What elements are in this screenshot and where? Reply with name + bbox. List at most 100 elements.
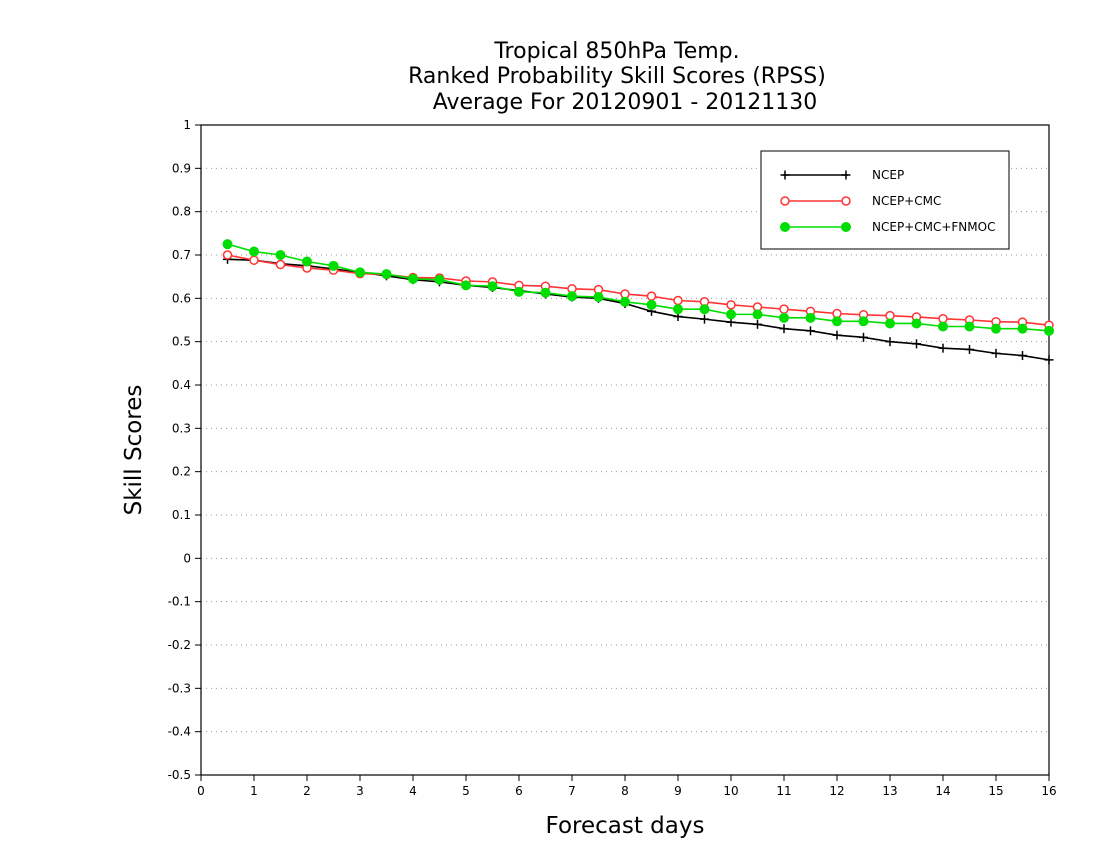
y-tick-label: 0.7 bbox=[172, 248, 191, 262]
y-tick-label: 0.3 bbox=[172, 421, 191, 435]
legend-item-ncep-cmc-fnmoc: NCEP+CMC+FNMOC bbox=[780, 220, 995, 234]
data-point-ncep-cmc-fnmoc bbox=[355, 267, 365, 278]
data-point-ncep-cmc-fnmoc bbox=[1044, 325, 1054, 336]
y-tick-label: -0.2 bbox=[168, 638, 191, 652]
data-point-ncep-cmc-fnmoc bbox=[805, 312, 816, 323]
x-tick-label: 2 bbox=[303, 784, 311, 798]
series-line-ncep-cmc bbox=[227, 254, 1050, 326]
data-point-ncep-cmc-fnmoc bbox=[593, 292, 604, 303]
data-point-ncep-cmc bbox=[275, 259, 286, 270]
legend-item-ncep-cmc: NCEP+CMC bbox=[780, 194, 941, 208]
data-point-ncep-cmc-fnmoc bbox=[646, 299, 657, 310]
y-tick-label: -0.5 bbox=[168, 768, 191, 782]
y-tick-label: -0.1 bbox=[168, 595, 191, 609]
x-tick-label: 13 bbox=[882, 784, 897, 798]
legend-marker bbox=[780, 196, 790, 206]
data-point-ncep-cmc-fnmoc bbox=[434, 274, 445, 285]
x-tick-label: 1 bbox=[250, 784, 258, 798]
chart-title-line-3: Average For 20120901 - 20121130 bbox=[433, 90, 818, 115]
y-tick-label: 0.1 bbox=[172, 508, 191, 522]
series-line-ncep bbox=[227, 258, 1050, 361]
data-point-ncep-cmc-fnmoc bbox=[673, 304, 683, 315]
x-axis-title: Forecast days bbox=[546, 813, 705, 839]
chart-title-line-1: Tropical 850hPa Temp. bbox=[493, 39, 739, 64]
y-tick-label: 0.4 bbox=[172, 378, 191, 392]
x-tick-label: 3 bbox=[356, 784, 364, 798]
data-point-ncep bbox=[779, 324, 789, 334]
x-tick-label: 8 bbox=[621, 784, 629, 798]
x-tick-label: 5 bbox=[462, 784, 470, 798]
data-point-ncep-cmc-fnmoc bbox=[408, 273, 418, 284]
data-point-ncep bbox=[1018, 351, 1027, 361]
x-tick-label: 0 bbox=[197, 784, 205, 798]
y-tick-label: -0.4 bbox=[168, 725, 191, 739]
data-point-ncep-cmc-fnmoc bbox=[567, 291, 577, 302]
legend-marker bbox=[841, 170, 851, 180]
data-point-ncep-cmc-fnmoc bbox=[726, 309, 736, 320]
data-point-ncep bbox=[965, 344, 974, 354]
axis-ticks: 1 0.9 0.8 0.7 0.6 0.5 0.4 0.3 0.2 0.1 0 -0.1 -0.2 -0.… bbox=[168, 118, 1057, 798]
data-point-ncep bbox=[991, 348, 1001, 358]
y-tick-label: 0.9 bbox=[172, 161, 191, 175]
legend-box bbox=[760, 150, 1010, 250]
data-point-ncep-cmc bbox=[885, 310, 895, 321]
y-tick-label: -0.3 bbox=[168, 681, 191, 695]
data-point-ncep-cmc-fnmoc bbox=[381, 269, 392, 280]
y-tick-label: 0.2 bbox=[172, 465, 191, 479]
x-tick-label: 7 bbox=[568, 784, 576, 798]
x-tick-label: 10 bbox=[723, 784, 738, 798]
y-tick-label: 0.8 bbox=[172, 205, 191, 219]
data-point-ncep-cmc-fnmoc bbox=[1017, 323, 1028, 334]
data-point-ncep-cmc-fnmoc bbox=[302, 256, 312, 267]
series-ncep-cmc bbox=[222, 250, 1054, 330]
data-point-ncep bbox=[938, 343, 948, 353]
x-tick-label: 12 bbox=[829, 784, 844, 798]
legend-label: NCEP+CMC+FNMOC bbox=[872, 220, 995, 234]
legend-marker bbox=[780, 222, 790, 232]
data-point-ncep-cmc-fnmoc bbox=[858, 316, 869, 327]
data-point-ncep bbox=[753, 319, 762, 329]
data-point-ncep-cmc bbox=[726, 300, 736, 310]
x-tick-label: 6 bbox=[515, 784, 523, 798]
x-tick-label: 14 bbox=[935, 784, 950, 798]
legend-marker bbox=[841, 222, 851, 232]
data-point-ncep-cmc-fnmoc bbox=[699, 304, 710, 315]
data-point-ncep-cmc-fnmoc bbox=[249, 246, 259, 257]
y-tick-label: 0.5 bbox=[172, 335, 191, 349]
legend: NCEP NCEP+CMC NCEP+CMC+FNMOC bbox=[760, 150, 1010, 250]
data-point-ncep-cmc-fnmoc bbox=[328, 260, 339, 271]
data-point-ncep-cmc-fnmoc bbox=[620, 296, 630, 307]
x-tick-label: 9 bbox=[674, 784, 682, 798]
data-point-ncep bbox=[1044, 355, 1054, 365]
data-point-ncep-cmc-fnmoc bbox=[487, 281, 498, 292]
data-point-ncep-cmc-fnmoc bbox=[779, 312, 789, 323]
data-point-ncep bbox=[885, 337, 895, 347]
legend-label: NCEP+CMC bbox=[872, 194, 941, 208]
data-point-ncep-cmc-fnmoc bbox=[461, 280, 471, 291]
data-point-ncep-cmc-fnmoc bbox=[275, 250, 286, 260]
y-axis-title: Skill Scores bbox=[121, 385, 147, 516]
data-point-ncep-cmc bbox=[249, 255, 259, 265]
data-point-ncep-cmc-fnmoc bbox=[885, 318, 895, 329]
chart-title-line-2: Ranked Probability Skill Scores (RPSS) bbox=[408, 64, 826, 89]
data-point-ncep-cmc-fnmoc bbox=[938, 321, 948, 332]
data-point-ncep-cmc-fnmoc bbox=[752, 309, 763, 320]
x-tick-label: 15 bbox=[988, 784, 1003, 798]
legend-label: NCEP bbox=[872, 168, 904, 182]
data-point-ncep bbox=[806, 326, 815, 336]
y-tick-label: 0.6 bbox=[172, 291, 191, 305]
x-tick-label: 11 bbox=[776, 784, 791, 798]
data-point-ncep-cmc bbox=[673, 295, 683, 306]
data-point-ncep bbox=[859, 332, 868, 342]
data-point-ncep-cmc bbox=[779, 304, 789, 314]
data-point-ncep-cmc-fnmoc bbox=[540, 287, 551, 298]
data-point-ncep-cmc-fnmoc bbox=[832, 316, 842, 327]
data-point-ncep-cmc-fnmoc bbox=[964, 321, 975, 332]
data-point-ncep-cmc-fnmoc bbox=[514, 286, 524, 297]
data-point-ncep-cmc bbox=[646, 291, 657, 301]
data-point-ncep-cmc-fnmoc bbox=[911, 318, 922, 329]
legend-item-ncep: NCEP bbox=[780, 168, 904, 182]
y-tick-label: 0 bbox=[183, 551, 191, 565]
series-ncep-cmc-fnmoc bbox=[222, 239, 1054, 336]
